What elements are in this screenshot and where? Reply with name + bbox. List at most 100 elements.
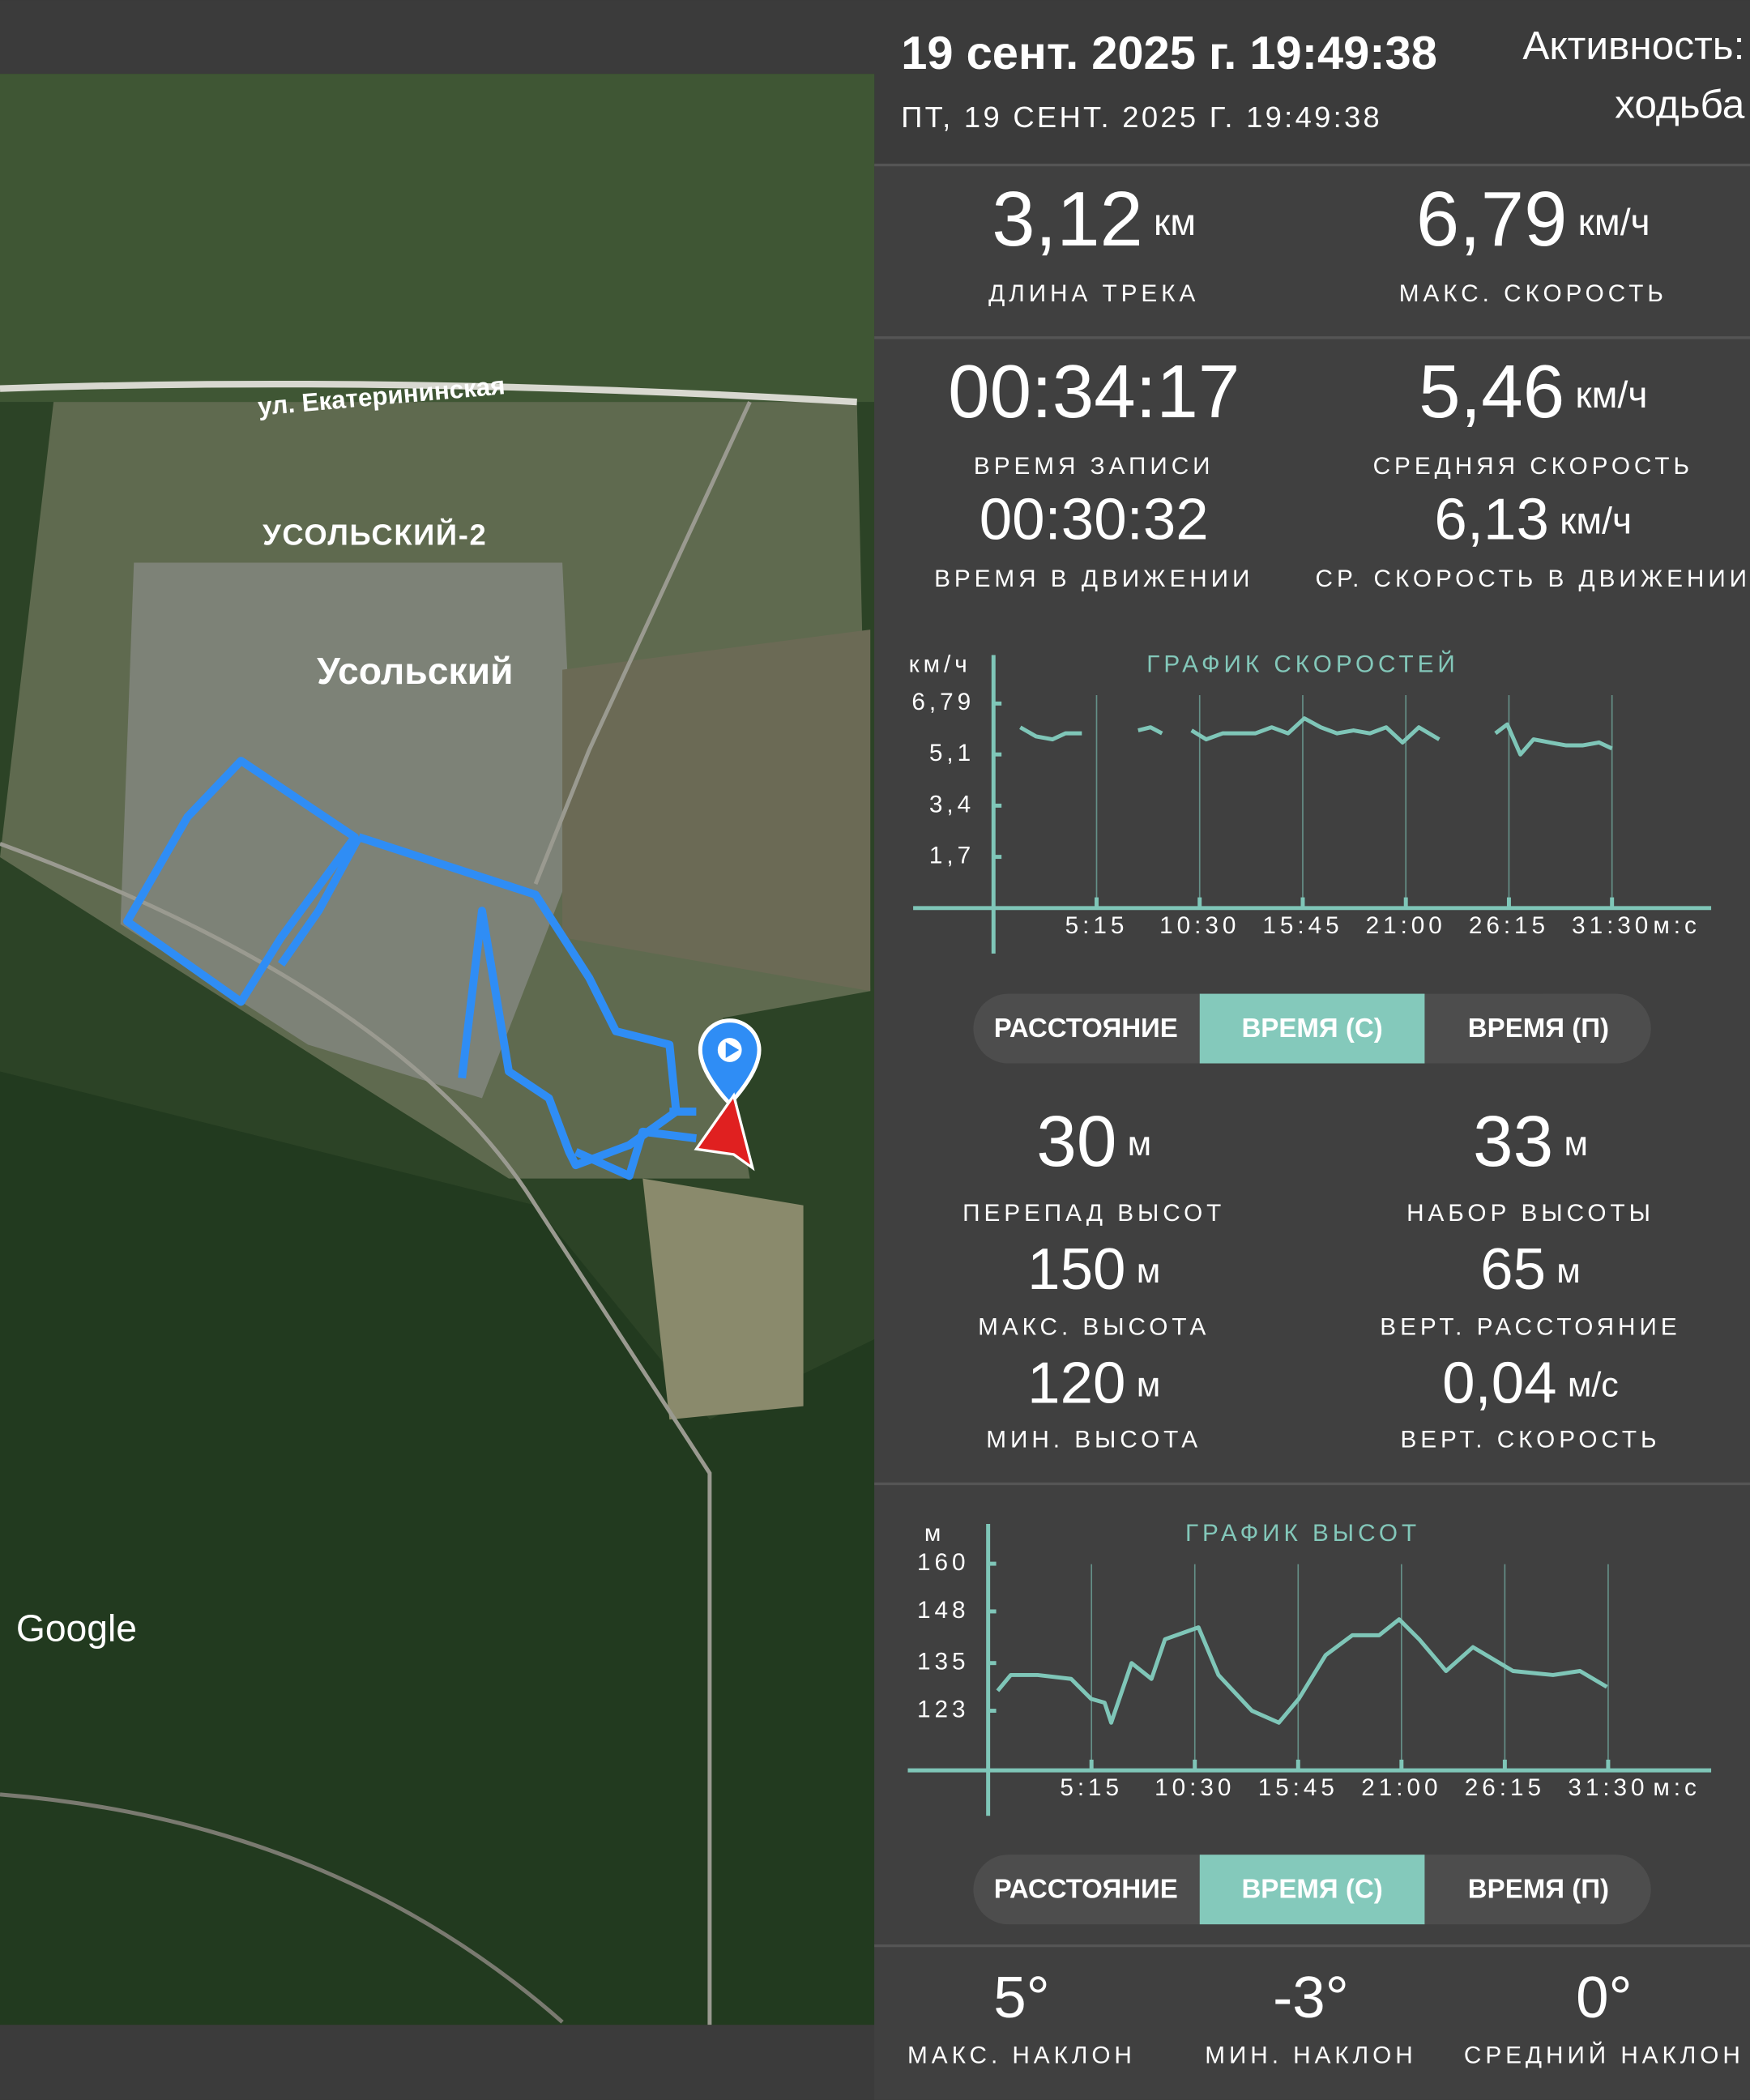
y-tick-label: 3,4 [929, 791, 975, 817]
toggle-button[interactable]: ВРЕМЯ (С) [1241, 1875, 1382, 1905]
toggle-button[interactable]: РАССТОЯНИЕ [994, 1875, 1178, 1905]
value: 0,04 [1442, 1351, 1557, 1416]
y-axis-label: км/ч [909, 651, 971, 678]
y-tick-label: 1,7 [929, 842, 975, 869]
subtitle: ПТ, 19 СЕНТ. 2025 Г. 19:49:38 [901, 100, 1382, 134]
unit: м [1556, 1252, 1581, 1291]
unit: м/с [1568, 1366, 1619, 1405]
stat-value: 00:30:32 [980, 487, 1209, 553]
data-line [1019, 716, 1613, 757]
value: 00:30:32 [980, 487, 1209, 553]
y-tick-label: 6,79 [911, 689, 975, 715]
map-attribution: Google [16, 1607, 137, 1649]
stat-value: 6,79 км/ч [1416, 176, 1650, 262]
unit: км/ч [1578, 201, 1650, 243]
unit: м [1564, 1125, 1588, 1163]
x-tick-label: 5:15 [1065, 912, 1129, 939]
x-tick-label: 21:00 [1361, 1774, 1441, 1801]
y-tick-label: 148 [917, 1597, 969, 1624]
stat-label: ВЕРТ. РАССТОЯНИЕ [1380, 1314, 1680, 1341]
toggle-button[interactable]: ВРЕМЯ (С) [1241, 1014, 1382, 1044]
value: 30 [1036, 1100, 1116, 1181]
map: ул. Екатерининская УСОЛЬСКИЙ-2 Усольский… [0, 74, 875, 2025]
x-tick-label: 26:15 [1465, 1774, 1545, 1801]
value: 5,46 [1419, 350, 1564, 434]
unit: км [1154, 201, 1196, 243]
stat-value: 0,04 м/с [1442, 1351, 1619, 1416]
stat-label: ПЕРЕПАД ВЫСОТ [962, 1200, 1225, 1227]
value: 3,12 [992, 176, 1143, 262]
unit: м [1137, 1252, 1161, 1291]
unit: м [1137, 1366, 1161, 1405]
stat-label: СРЕДНИЙ НАКЛОН [1464, 2042, 1744, 2069]
stat-label: ВРЕМЯ В ДВИЖЕНИИ [934, 566, 1253, 592]
value: 6,13 [1434, 487, 1549, 553]
stat-value: 33 м [1473, 1100, 1588, 1181]
value: 00:34:17 [948, 350, 1240, 434]
toggle-button[interactable]: ВРЕМЯ (П) [1468, 1014, 1609, 1044]
district-label: Усольский [317, 650, 513, 692]
stat-label: МАКС. СКОРОСТЬ [1399, 280, 1667, 307]
stat-value: 150 м [1027, 1236, 1160, 1302]
x-axis-label: м:с [1653, 1774, 1700, 1801]
y-tick-label: 135 [917, 1649, 969, 1675]
x-tick-label: 10:30 [1155, 1774, 1235, 1801]
stat-label: ВРЕМЯ ЗАПИСИ [974, 453, 1214, 480]
value: 150 [1027, 1236, 1125, 1302]
x-tick-label: 31:30 [1572, 912, 1652, 939]
activity: ходьба [1615, 82, 1745, 127]
value: 33 [1473, 1100, 1553, 1181]
value: -3° [1273, 1965, 1349, 2030]
x-tick-label: 15:45 [1262, 912, 1342, 939]
stat-value: 65 м [1480, 1236, 1581, 1302]
toggle-selected[interactable] [1199, 1855, 1425, 1925]
district-label: УСОЛЬСКИЙ-2 [262, 518, 487, 552]
toggle-button[interactable]: ВРЕМЯ (П) [1468, 1875, 1609, 1905]
x-tick-label: 26:15 [1469, 912, 1549, 939]
stat-label: ВЕРТ. СКОРОСТЬ [1400, 1426, 1660, 1453]
value: 120 [1027, 1351, 1125, 1416]
stat-value: 6,13 км/ч [1434, 487, 1632, 553]
value: 65 [1480, 1236, 1546, 1302]
stat-label: МИН. НАКЛОН [1205, 2042, 1416, 2069]
activity-label: Активность: [1522, 23, 1744, 68]
x-axis-label: м:с [1653, 912, 1700, 939]
value: 6,79 [1416, 176, 1568, 262]
title: 19 сент. 2025 г. 19:49:38 [901, 28, 1437, 79]
chart-title: ГРАФИК ВЫСОТ [1185, 1520, 1420, 1547]
toggle-button[interactable]: РАССТОЯНИЕ [994, 1014, 1178, 1044]
stat-label: МАКС. ВЫСОТА [978, 1314, 1210, 1341]
y-tick-label: 5,1 [929, 740, 975, 766]
stats-panel [874, 163, 1750, 2100]
y-tick-label: 123 [917, 1696, 969, 1722]
x-tick-label: 10:30 [1159, 912, 1240, 939]
x-tick-label: 21:00 [1366, 912, 1446, 939]
unit: км/ч [1560, 500, 1632, 542]
x-tick-label: 31:30 [1568, 1774, 1648, 1801]
stat-label: МАКС. НАКЛОН [907, 2042, 1136, 2069]
stat-value: -3° [1273, 1965, 1349, 2030]
y-axis-label: м [924, 1520, 945, 1547]
stat-label: СР. СКОРОСТЬ В ДВИЖЕНИИ [1316, 566, 1750, 592]
x-tick-label: 5:15 [1060, 1774, 1123, 1801]
stat-value: 30 м [1036, 1100, 1151, 1181]
toggle-selected[interactable] [1199, 993, 1425, 1064]
stat-value: 0° [1576, 1965, 1633, 2030]
y-tick-label: 160 [917, 1549, 969, 1576]
stat-label: МИН. ВЫСОТА [986, 1426, 1202, 1453]
stat-value: 5° [993, 1965, 1050, 2030]
value: 0° [1576, 1965, 1633, 2030]
unit: км/ч [1575, 373, 1647, 416]
chart-title: ГРАФИК СКОРОСТЕЙ [1146, 651, 1458, 678]
x-tick-label: 15:45 [1258, 1774, 1338, 1801]
data-line [996, 1617, 1608, 1725]
stat-value: 3,12 км [992, 176, 1196, 262]
stat-label: ДЛИНА ТРЕКА [988, 280, 1199, 307]
stat-label: СРЕДНЯЯ СКОРОСТЬ [1373, 453, 1693, 480]
stat-value: 00:34:17 [948, 350, 1240, 434]
stat-label: НАБОР ВЫСОТЫ [1406, 1200, 1654, 1227]
unit: м [1128, 1125, 1152, 1163]
stat-value: 120 м [1027, 1351, 1160, 1416]
stat-value: 5,46 км/ч [1419, 350, 1647, 434]
